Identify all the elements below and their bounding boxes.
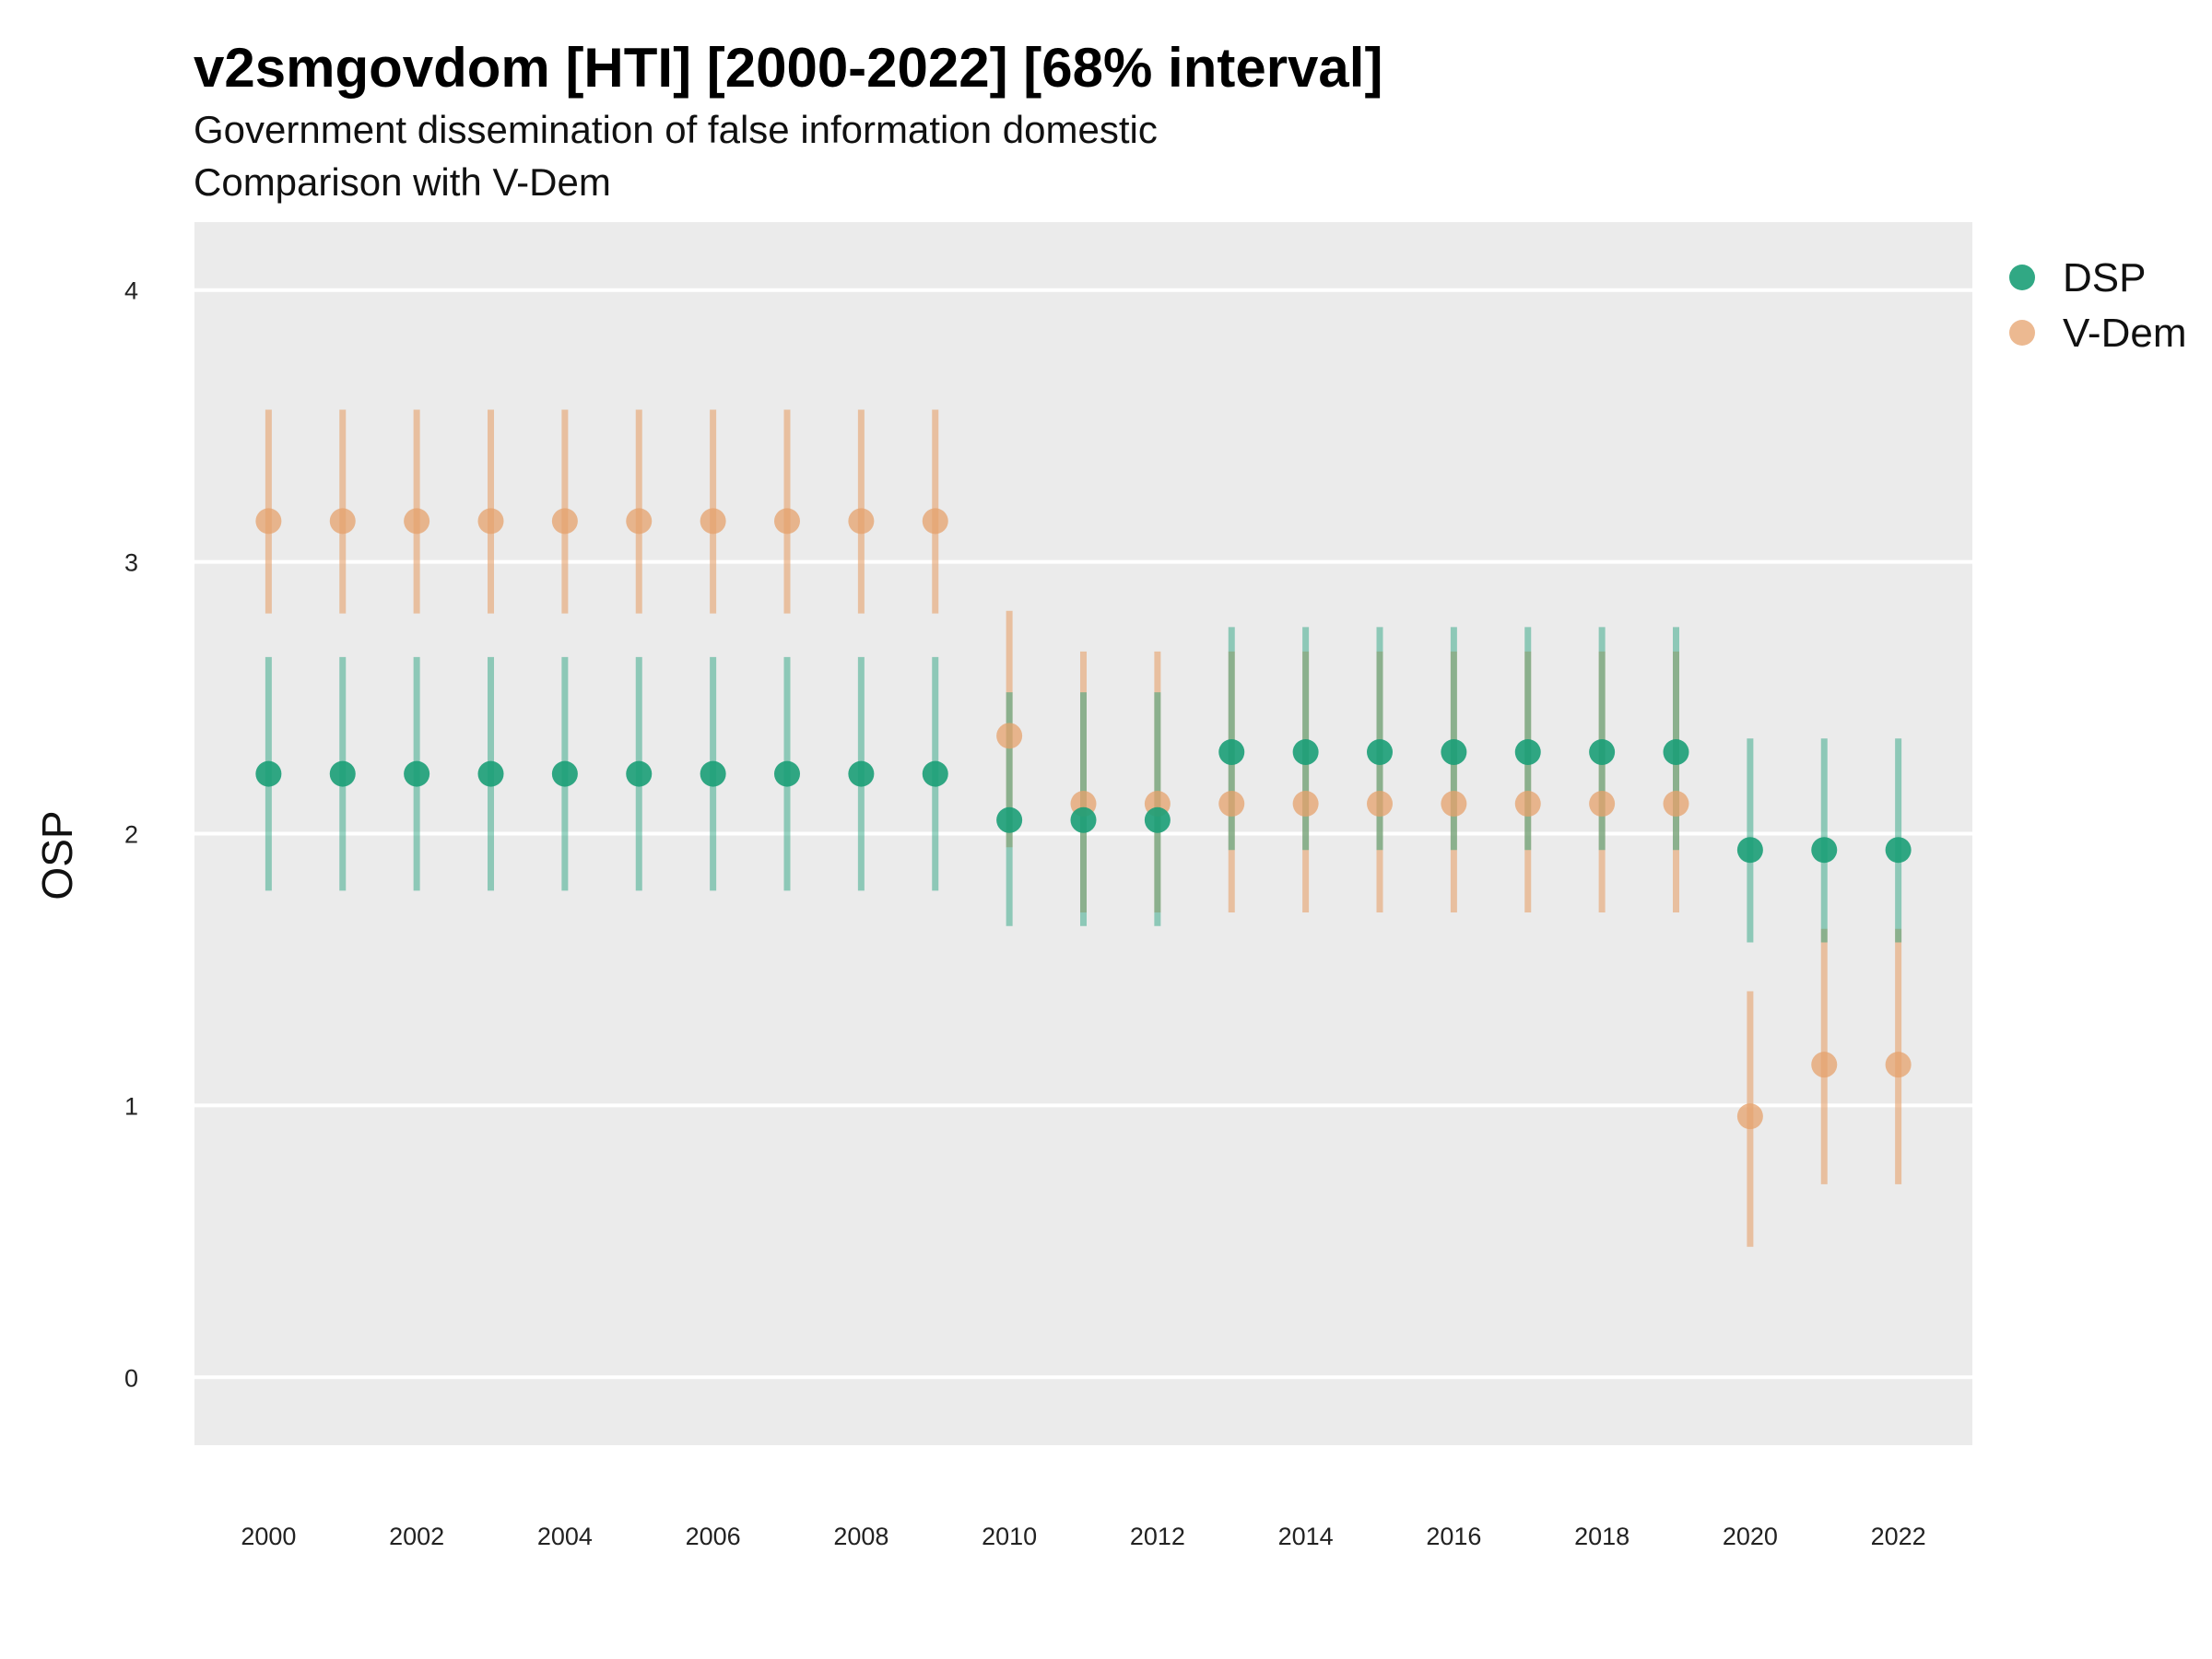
x-tick-label-2012: 2012 [1130, 1523, 1185, 1550]
y-tick-label-3: 3 [124, 549, 138, 577]
chart-subtitle-2: Comparison with V-Dem [194, 160, 611, 204]
point-dsp-2006 [700, 760, 726, 787]
point-dsp-2021 [1811, 837, 1838, 864]
point-dsp-2012 [1144, 806, 1171, 833]
point-dsp-2001 [329, 760, 356, 787]
point-dsp-2017 [1514, 739, 1541, 766]
y-axis-ticks: 0 1 2 3 4 [124, 277, 138, 1393]
point-dsp-2009 [922, 760, 948, 787]
y-tick-label-2: 2 [124, 821, 138, 849]
x-tick-label-2006: 2006 [686, 1523, 741, 1550]
y-tick-label-1: 1 [124, 1092, 138, 1120]
point-vdem-2010 [996, 723, 1023, 749]
x-tick-label-2016: 2016 [1426, 1523, 1481, 1550]
point-vdem-2006 [700, 508, 726, 535]
chart-subtitle: Government dissemination of false inform… [194, 108, 1158, 151]
point-vdem-2008 [848, 508, 875, 535]
point-vdem-2015 [1367, 791, 1393, 818]
legend: DSP V-Dem [2009, 255, 2186, 356]
x-tick-label-2008: 2008 [833, 1523, 888, 1550]
point-vdem-2000 [255, 508, 282, 535]
legend-marker-vdem [2009, 320, 2035, 346]
point-dsp-2022 [1885, 837, 1912, 864]
legend-label-vdem: V-Dem [2063, 311, 2186, 356]
point-dsp-2000 [255, 760, 282, 787]
point-dsp-2010 [996, 806, 1023, 833]
x-tick-label-2004: 2004 [537, 1523, 593, 1550]
point-dsp-2013 [1218, 739, 1245, 766]
x-tick-label-2014: 2014 [1278, 1523, 1334, 1550]
point-dsp-2019 [1663, 739, 1689, 766]
point-vdem-2021 [1811, 1052, 1838, 1078]
point-vdem-2002 [404, 508, 430, 535]
point-vdem-2018 [1589, 791, 1616, 818]
y-tick-label-0: 0 [124, 1364, 138, 1392]
point-vdem-2013 [1218, 791, 1245, 818]
point-vdem-2020 [1736, 1103, 1763, 1130]
point-vdem-2003 [477, 508, 504, 535]
point-vdem-2005 [626, 508, 653, 535]
point-vdem-2007 [774, 508, 800, 535]
data-marks [255, 409, 1912, 1247]
point-dsp-2011 [1070, 806, 1097, 833]
chart-title: v2smgovdom [HTI] [2000-2022] [68% interv… [194, 37, 1382, 99]
point-vdem-2017 [1514, 791, 1541, 818]
legend-label-dsp: DSP [2063, 255, 2146, 300]
x-tick-label-2022: 2022 [1871, 1523, 1926, 1550]
point-vdem-2022 [1885, 1052, 1912, 1078]
point-dsp-2015 [1367, 739, 1393, 766]
point-vdem-2004 [551, 508, 578, 535]
point-dsp-2016 [1441, 739, 1467, 766]
point-dsp-2005 [626, 760, 653, 787]
point-vdem-2019 [1663, 791, 1689, 818]
x-tick-label-2020: 2020 [1723, 1523, 1778, 1550]
point-vdem-2001 [329, 508, 356, 535]
point-dsp-2004 [551, 760, 578, 787]
point-dsp-2014 [1292, 739, 1319, 766]
point-dsp-2007 [774, 760, 800, 787]
point-vdem-2016 [1441, 791, 1467, 818]
x-tick-label-2010: 2010 [982, 1523, 1037, 1550]
x-axis-ticks: 2000 2002 2004 2006 2008 2010 2012 2014 2016 2018… [241, 1523, 1925, 1550]
y-tick-label-4: 4 [124, 277, 138, 305]
point-dsp-2020 [1736, 837, 1763, 864]
legend-marker-dsp [2009, 265, 2035, 290]
x-tick-label-2000: 2000 [241, 1523, 296, 1550]
point-dsp-2008 [848, 760, 875, 787]
point-vdem-2014 [1292, 791, 1319, 818]
point-dsp-2018 [1589, 739, 1616, 766]
point-dsp-2003 [477, 760, 504, 787]
x-tick-label-2002: 2002 [389, 1523, 444, 1550]
point-vdem-2009 [922, 508, 948, 535]
point-dsp-2002 [404, 760, 430, 787]
y-axis-label: OSP [33, 810, 81, 900]
x-tick-label-2018: 2018 [1574, 1523, 1630, 1550]
